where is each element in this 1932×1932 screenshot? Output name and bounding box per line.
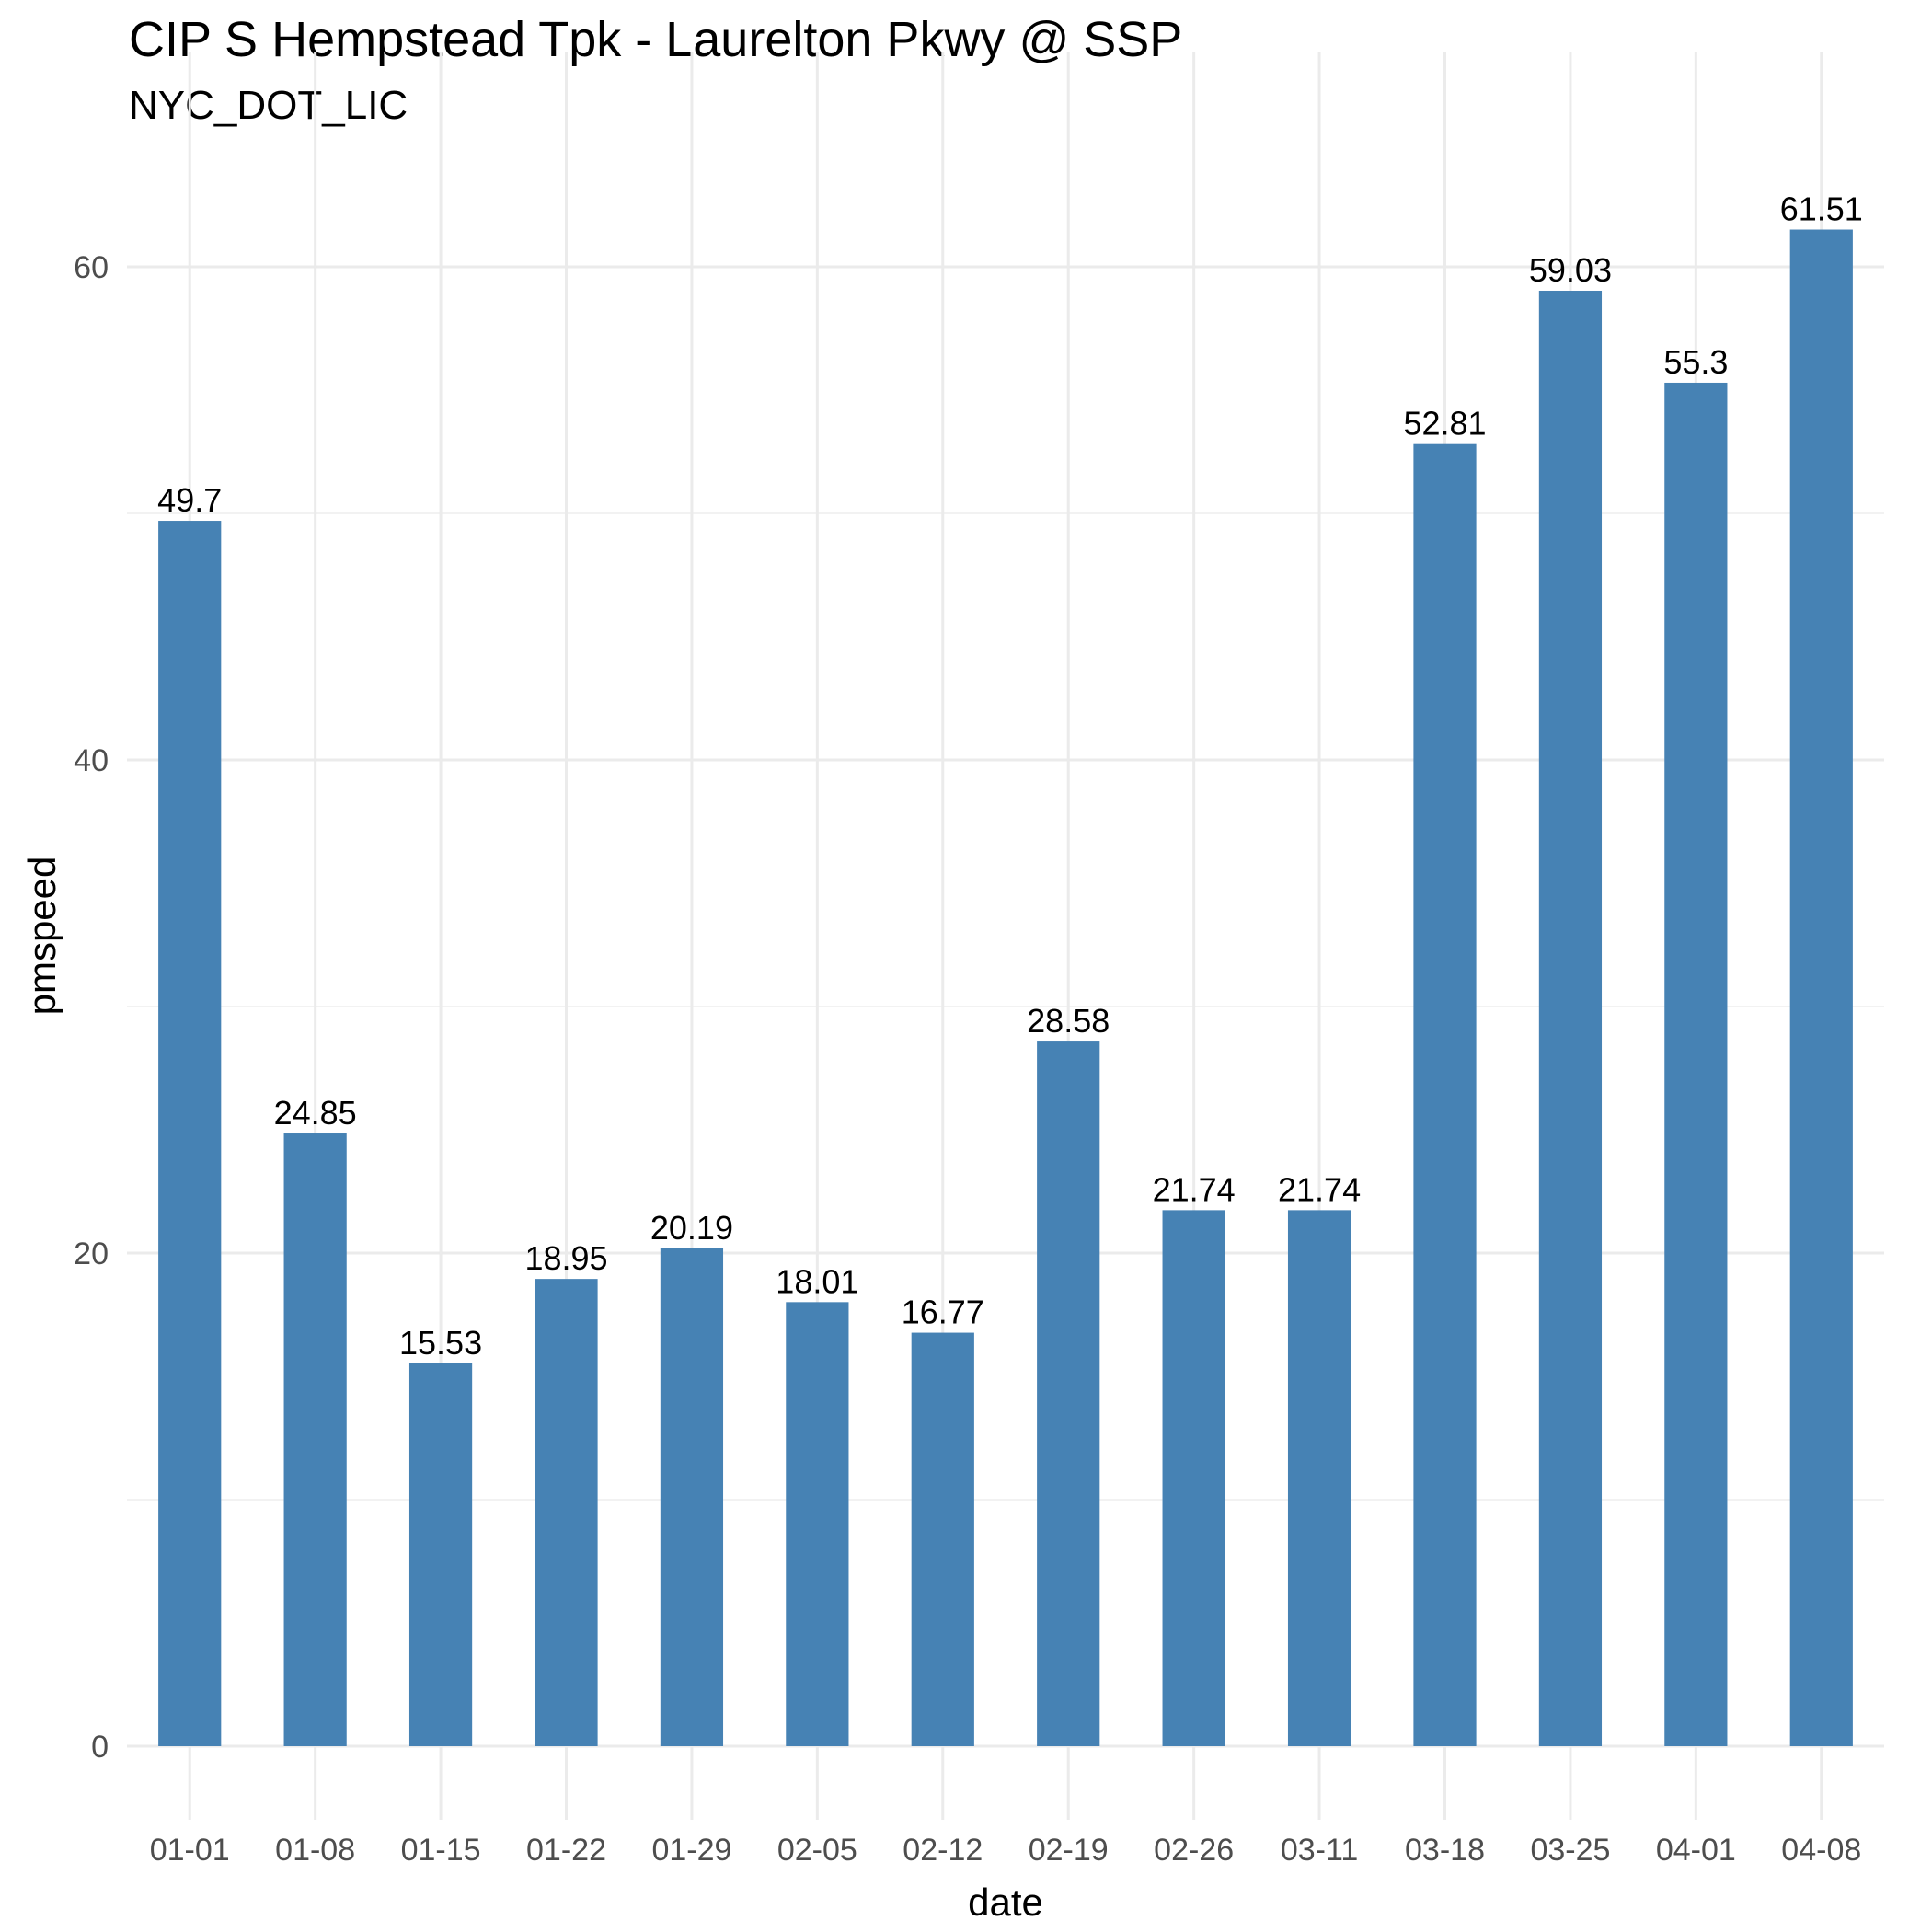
bar	[408, 1363, 473, 1746]
data-label: 18.95	[524, 1239, 607, 1277]
x-tick-label: 03-18	[1405, 1833, 1485, 1868]
data-label: 61.51	[1780, 190, 1863, 228]
bars	[158, 229, 1853, 1747]
bar	[911, 1332, 974, 1746]
x-tick-label: 01-01	[150, 1833, 230, 1868]
data-label: 55.3	[1663, 343, 1728, 381]
data-label: 16.77	[902, 1294, 984, 1331]
data-label: 20.19	[650, 1209, 733, 1247]
x-tick-label: 04-08	[1781, 1833, 1861, 1868]
chart-title: CIP S Hempstead Tpk - Laurelton Pkwy @ S…	[129, 12, 1183, 67]
x-tick-label: 03-25	[1530, 1833, 1610, 1868]
bar	[660, 1248, 724, 1746]
data-label: 15.53	[399, 1324, 482, 1362]
x-axis-title: date	[968, 1880, 1043, 1924]
x-tick-label: 04-01	[1656, 1833, 1736, 1868]
bar	[283, 1133, 347, 1746]
data-label: 52.81	[1403, 405, 1486, 443]
data-label: 59.03	[1529, 251, 1612, 289]
grid	[127, 52, 1884, 1820]
x-tick-label: 02-26	[1154, 1833, 1234, 1868]
x-tick-label: 01-29	[651, 1833, 731, 1868]
data-label: 18.01	[776, 1262, 858, 1300]
y-axis-title: pmspeed	[20, 857, 63, 1016]
y-tick-label: 40	[74, 743, 109, 778]
x-axis-ticks: 01-01 01-08 01-15 01-22 01-29 02-05 02-12 02-19…	[150, 1833, 1862, 1868]
x-tick-label: 02-12	[903, 1833, 983, 1868]
y-tick-label: 60	[74, 250, 109, 285]
bar	[1162, 1210, 1225, 1746]
data-labels: 49.7 24.85 15.53 18.95 20.19 18.01 16.77 28.58 2…	[157, 190, 1863, 1362]
x-tick-label: 01-08	[275, 1833, 355, 1868]
y-tick-label: 20	[74, 1236, 109, 1271]
data-label: 28.58	[1027, 1002, 1110, 1040]
data-label: 21.74	[1278, 1170, 1361, 1208]
x-tick-label: 01-22	[526, 1833, 606, 1868]
bar	[1287, 1210, 1351, 1746]
bar	[1664, 382, 1728, 1747]
data-label: 49.7	[157, 481, 222, 519]
bar	[1037, 1041, 1100, 1746]
bar	[786, 1302, 849, 1746]
x-tick-label: 01-15	[401, 1833, 481, 1868]
bar	[158, 521, 222, 1746]
x-tick-label: 03-11	[1281, 1833, 1358, 1868]
x-tick-label: 02-19	[1029, 1833, 1109, 1868]
x-tick-label: 02-05	[777, 1833, 857, 1868]
bar	[535, 1279, 598, 1746]
bar	[1538, 290, 1603, 1747]
y-tick-label: 0	[91, 1730, 109, 1765]
bar	[1413, 443, 1477, 1746]
data-label: 21.74	[1153, 1170, 1236, 1208]
bar	[1789, 229, 1853, 1747]
data-label: 24.85	[274, 1094, 357, 1132]
chart-subtitle: NYC_DOT_LIC	[129, 83, 408, 128]
y-axis-ticks: 0 20 40 60	[74, 250, 109, 1765]
